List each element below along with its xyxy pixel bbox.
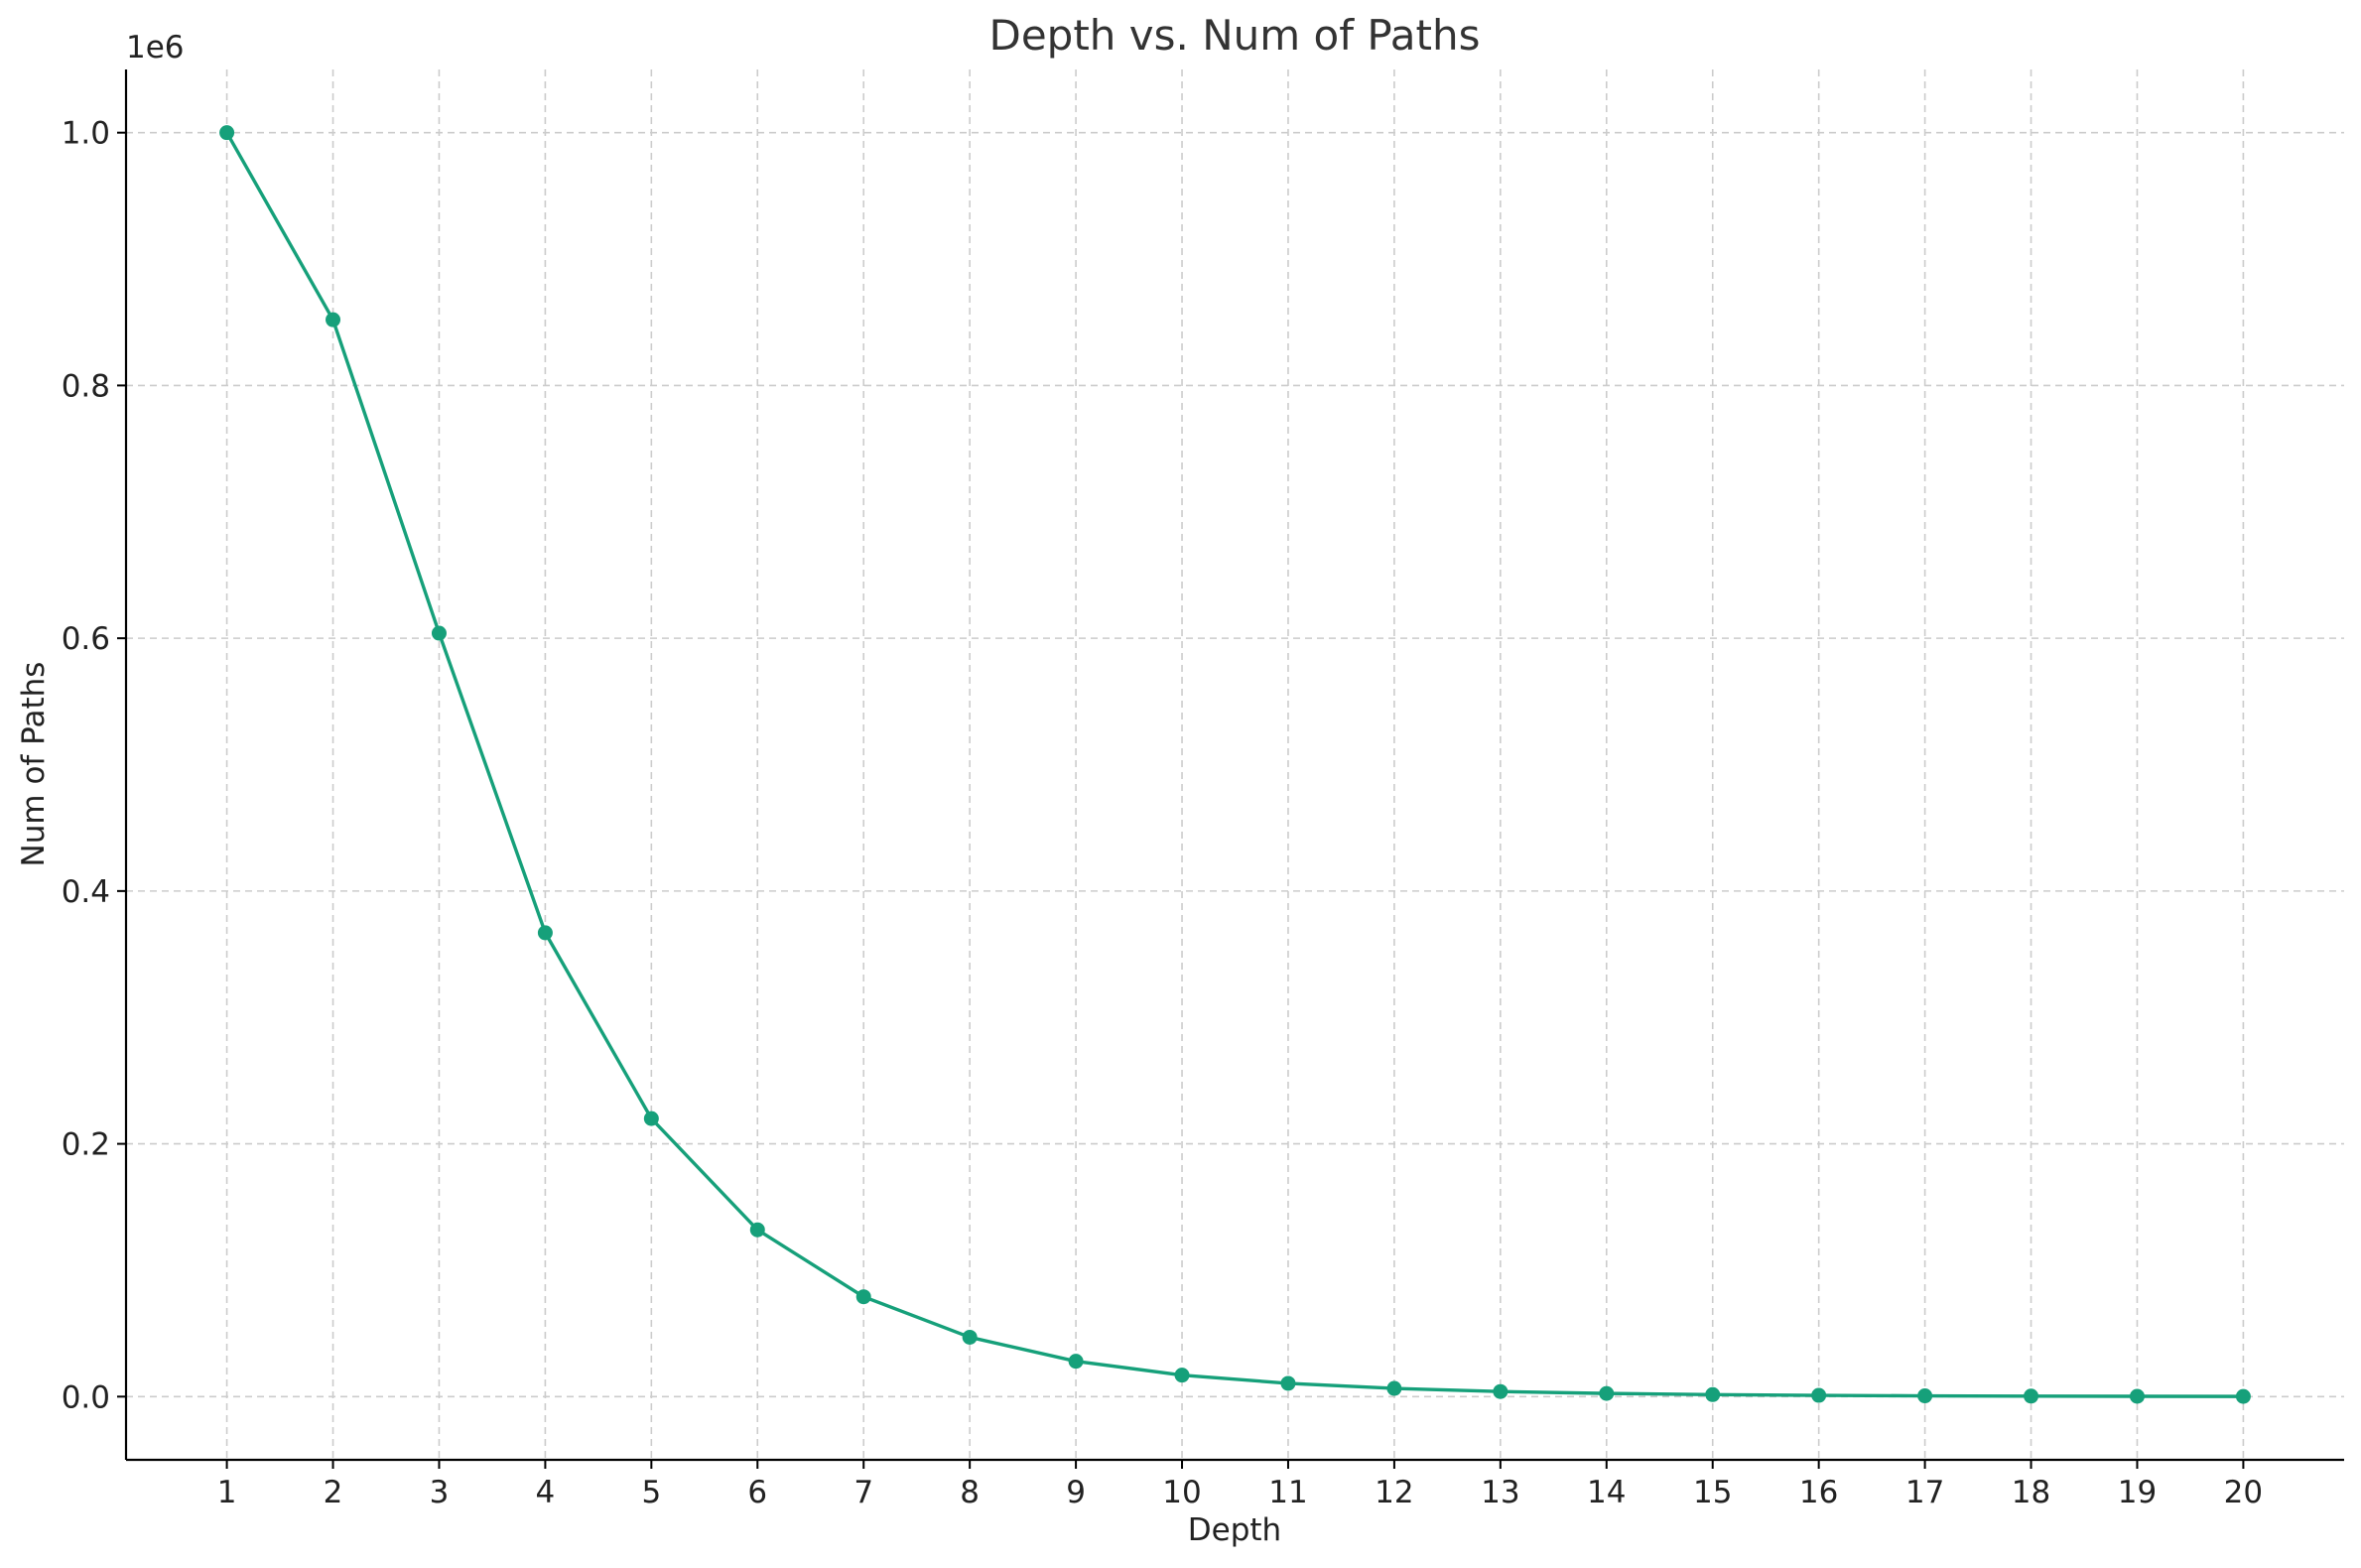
y-axis-offset-label: 1e6 [126,30,185,65]
grid [126,69,2344,1460]
series-layer [219,125,2251,1404]
chart-title: Depth vs. Num of Paths [989,11,1481,60]
y-tick-label: 1.0 [62,116,110,152]
y-tick-label: 0.2 [62,1127,110,1163]
data-point [326,312,341,327]
x-tick-label: 19 [2118,1475,2157,1510]
data-point [1386,1380,1402,1396]
x-tick-label: 17 [1905,1475,1944,1510]
data-point [431,625,447,641]
x-tick-label: 20 [2224,1475,2263,1510]
data-point [1493,1383,1508,1399]
y-tick-label: 0.6 [62,621,110,657]
y-tick-label: 0.0 [62,1379,110,1415]
data-point [749,1222,765,1238]
data-point [1599,1385,1615,1401]
x-tick-label: 18 [2012,1475,2050,1510]
x-tick-label: 11 [1268,1475,1307,1510]
series-line [225,131,2244,1398]
x-tick-label: 15 [1693,1475,1732,1510]
x-axis-label: Depth [1188,1512,1281,1548]
x-tick-label: 16 [1799,1475,1838,1510]
x-tick-label: 2 [324,1475,343,1510]
data-point [1068,1354,1084,1370]
data-point [537,925,553,941]
data-point [1811,1387,1827,1403]
data-point [2235,1388,2251,1404]
data-point [1917,1388,1933,1404]
axes [124,69,2344,1462]
x-tick-label: 3 [430,1475,450,1510]
data-point [1705,1386,1721,1402]
data-point [1174,1368,1190,1383]
x-tick-label: 12 [1375,1475,1413,1510]
x-tick-label: 5 [641,1475,661,1510]
x-tick-label: 14 [1587,1475,1626,1510]
x-tick-label: 6 [747,1475,767,1510]
data-point [2024,1388,2039,1404]
x-tick-label: 13 [1481,1475,1519,1510]
y-ticks: 0.0 0.2 0.4 0.6 0.8 1.0 [62,116,126,1415]
x-tick-label: 9 [1066,1475,1086,1510]
x-ticks: 1 2 3 4 5 6 7 8 9 10 11 12 13 14 15 16 17 18 19 20 [217,1460,2263,1510]
x-tick-label: 10 [1162,1475,1201,1510]
x-tick-label: 7 [853,1475,873,1510]
data-point [962,1329,978,1345]
data-point [1280,1375,1296,1391]
data-point [643,1111,659,1126]
y-axis-label: Num of Paths [16,662,52,867]
x-tick-label: 8 [960,1475,980,1510]
data-point [219,125,235,141]
data-point [2129,1388,2145,1404]
data-point [855,1289,871,1305]
y-tick-label: 0.4 [62,874,110,910]
y-tick-label: 0.8 [62,368,110,404]
x-tick-label: 1 [217,1475,237,1510]
x-tick-label: 4 [536,1475,556,1510]
